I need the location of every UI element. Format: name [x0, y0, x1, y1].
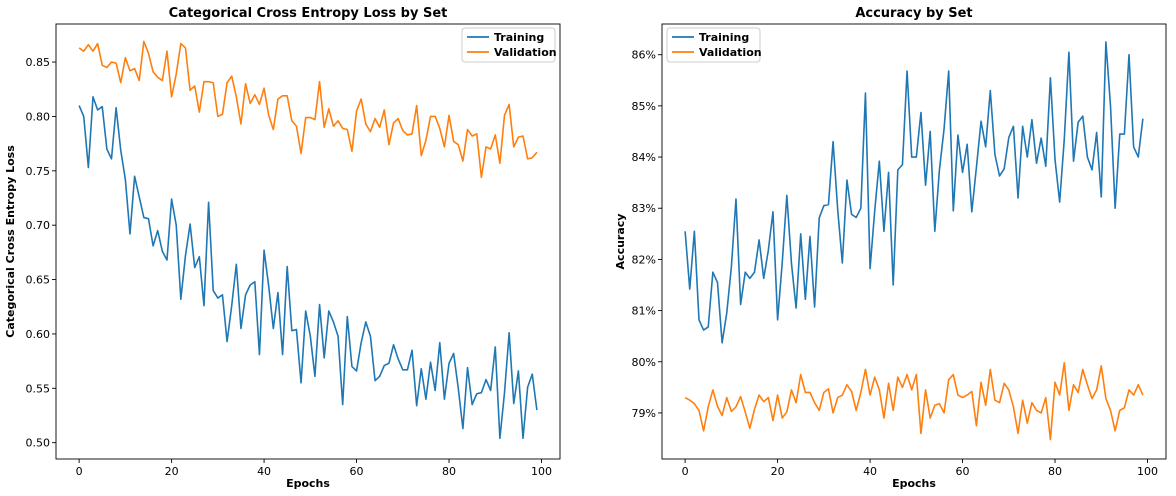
accuracy-series-training-line — [684, 41, 1144, 344]
accuracy-y-tick-label: 84% — [632, 151, 656, 164]
accuracy-series-validation-line — [684, 361, 1144, 441]
accuracy-x-tick-label: 40 — [863, 465, 877, 478]
accuracy-y-tick-label: 80% — [632, 356, 656, 369]
loss-y-axis-label: Categorical Cross Entropy Loss — [4, 145, 17, 338]
accuracy-x-tick-label: 20 — [771, 465, 785, 478]
accuracy-x-tick-label: 100 — [1137, 465, 1158, 478]
loss-y-tick-label: 0.55 — [26, 382, 51, 395]
accuracy-y-tick-label: 79% — [632, 407, 656, 420]
accuracy-x-tick-label: 60 — [956, 465, 970, 478]
accuracy-legend-label-training: Training — [699, 31, 749, 44]
loss-legend-label-validation: Validation — [494, 46, 557, 59]
loss-y-tick-label: 0.80 — [26, 110, 51, 123]
loss-y-tick-label: 0.85 — [26, 56, 51, 69]
loss-series-validation-line — [78, 40, 538, 179]
accuracy-y-tick-label: 82% — [632, 253, 656, 266]
loss-chart-title: Categorical Cross Entropy Loss by Set — [169, 6, 448, 21]
loss-legend: Training Validation — [461, 27, 557, 63]
accuracy-x-tick-label: 80 — [1048, 465, 1062, 478]
loss-y-tick-label: 0.60 — [26, 328, 51, 341]
loss-y-tick-label: 0.65 — [26, 274, 51, 287]
accuracy-y-tick-label: 83% — [632, 202, 656, 215]
accuracy-chart-title: Accuracy by Set — [855, 6, 972, 21]
loss-y-tick-label: 0.50 — [26, 437, 51, 450]
loss-y-tick-label: 0.70 — [26, 219, 51, 232]
loss-chart: Categorical Cross Entropy Loss by Set 0 20… — [4, 6, 561, 490]
accuracy-y-tick-label: 85% — [632, 100, 656, 113]
accuracy-y-axis-label: Accuracy — [614, 214, 627, 270]
loss-x-tick-label: 100 — [531, 465, 552, 478]
loss-plot-frame — [55, 23, 561, 460]
accuracy-legend: Training Validation — [666, 27, 762, 63]
loss-x-axis-label: Epochs — [286, 477, 330, 490]
accuracy-chart: Accuracy by Set 0 20 40 60 80 100 79% 80% 81% 82% 8… — [614, 6, 1167, 490]
accuracy-y-tick-label: 86% — [632, 49, 656, 62]
loss-series-training-line — [78, 96, 538, 440]
loss-x-tick-label: 80 — [442, 465, 456, 478]
loss-y-tick-label: 0.75 — [26, 165, 51, 178]
accuracy-y-tick-label: 81% — [632, 305, 656, 318]
loss-legend-label-training: Training — [494, 31, 544, 44]
loss-x-tick-label: 60 — [350, 465, 364, 478]
accuracy-x-tick-label: 0 — [682, 465, 689, 478]
accuracy-x-axis-label: Epochs — [892, 477, 936, 490]
accuracy-plot-frame — [661, 23, 1167, 460]
loss-x-tick-label: 40 — [257, 465, 271, 478]
accuracy-legend-label-validation: Validation — [699, 46, 762, 59]
loss-x-tick-label: 20 — [165, 465, 179, 478]
loss-x-tick-label: 0 — [76, 465, 83, 478]
